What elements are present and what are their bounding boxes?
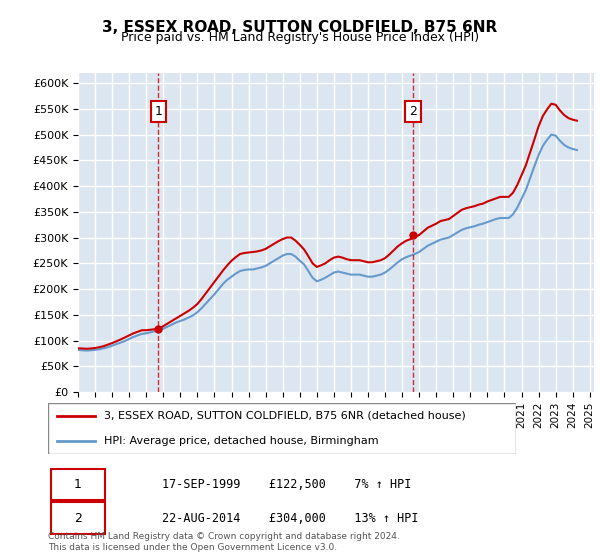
FancyBboxPatch shape [51,502,105,534]
Text: 3, ESSEX ROAD, SUTTON COLDFIELD, B75 6NR: 3, ESSEX ROAD, SUTTON COLDFIELD, B75 6NR [103,20,497,35]
Text: Contains HM Land Registry data © Crown copyright and database right 2024.
This d: Contains HM Land Registry data © Crown c… [48,532,400,552]
Text: 3, ESSEX ROAD, SUTTON COLDFIELD, B75 6NR (detached house): 3, ESSEX ROAD, SUTTON COLDFIELD, B75 6NR… [104,411,466,421]
Text: 17-SEP-1999    £122,500    7% ↑ HPI: 17-SEP-1999 £122,500 7% ↑ HPI [162,478,412,491]
Text: Price paid vs. HM Land Registry's House Price Index (HPI): Price paid vs. HM Land Registry's House … [121,31,479,44]
FancyBboxPatch shape [51,469,105,500]
FancyBboxPatch shape [48,403,516,454]
Text: 2: 2 [74,511,82,525]
Text: 22-AUG-2014    £304,000    13% ↑ HPI: 22-AUG-2014 £304,000 13% ↑ HPI [162,511,419,525]
Text: 1: 1 [74,478,82,491]
Text: 1: 1 [154,105,162,118]
Text: HPI: Average price, detached house, Birmingham: HPI: Average price, detached house, Birm… [104,436,379,446]
Text: 2: 2 [409,105,417,118]
